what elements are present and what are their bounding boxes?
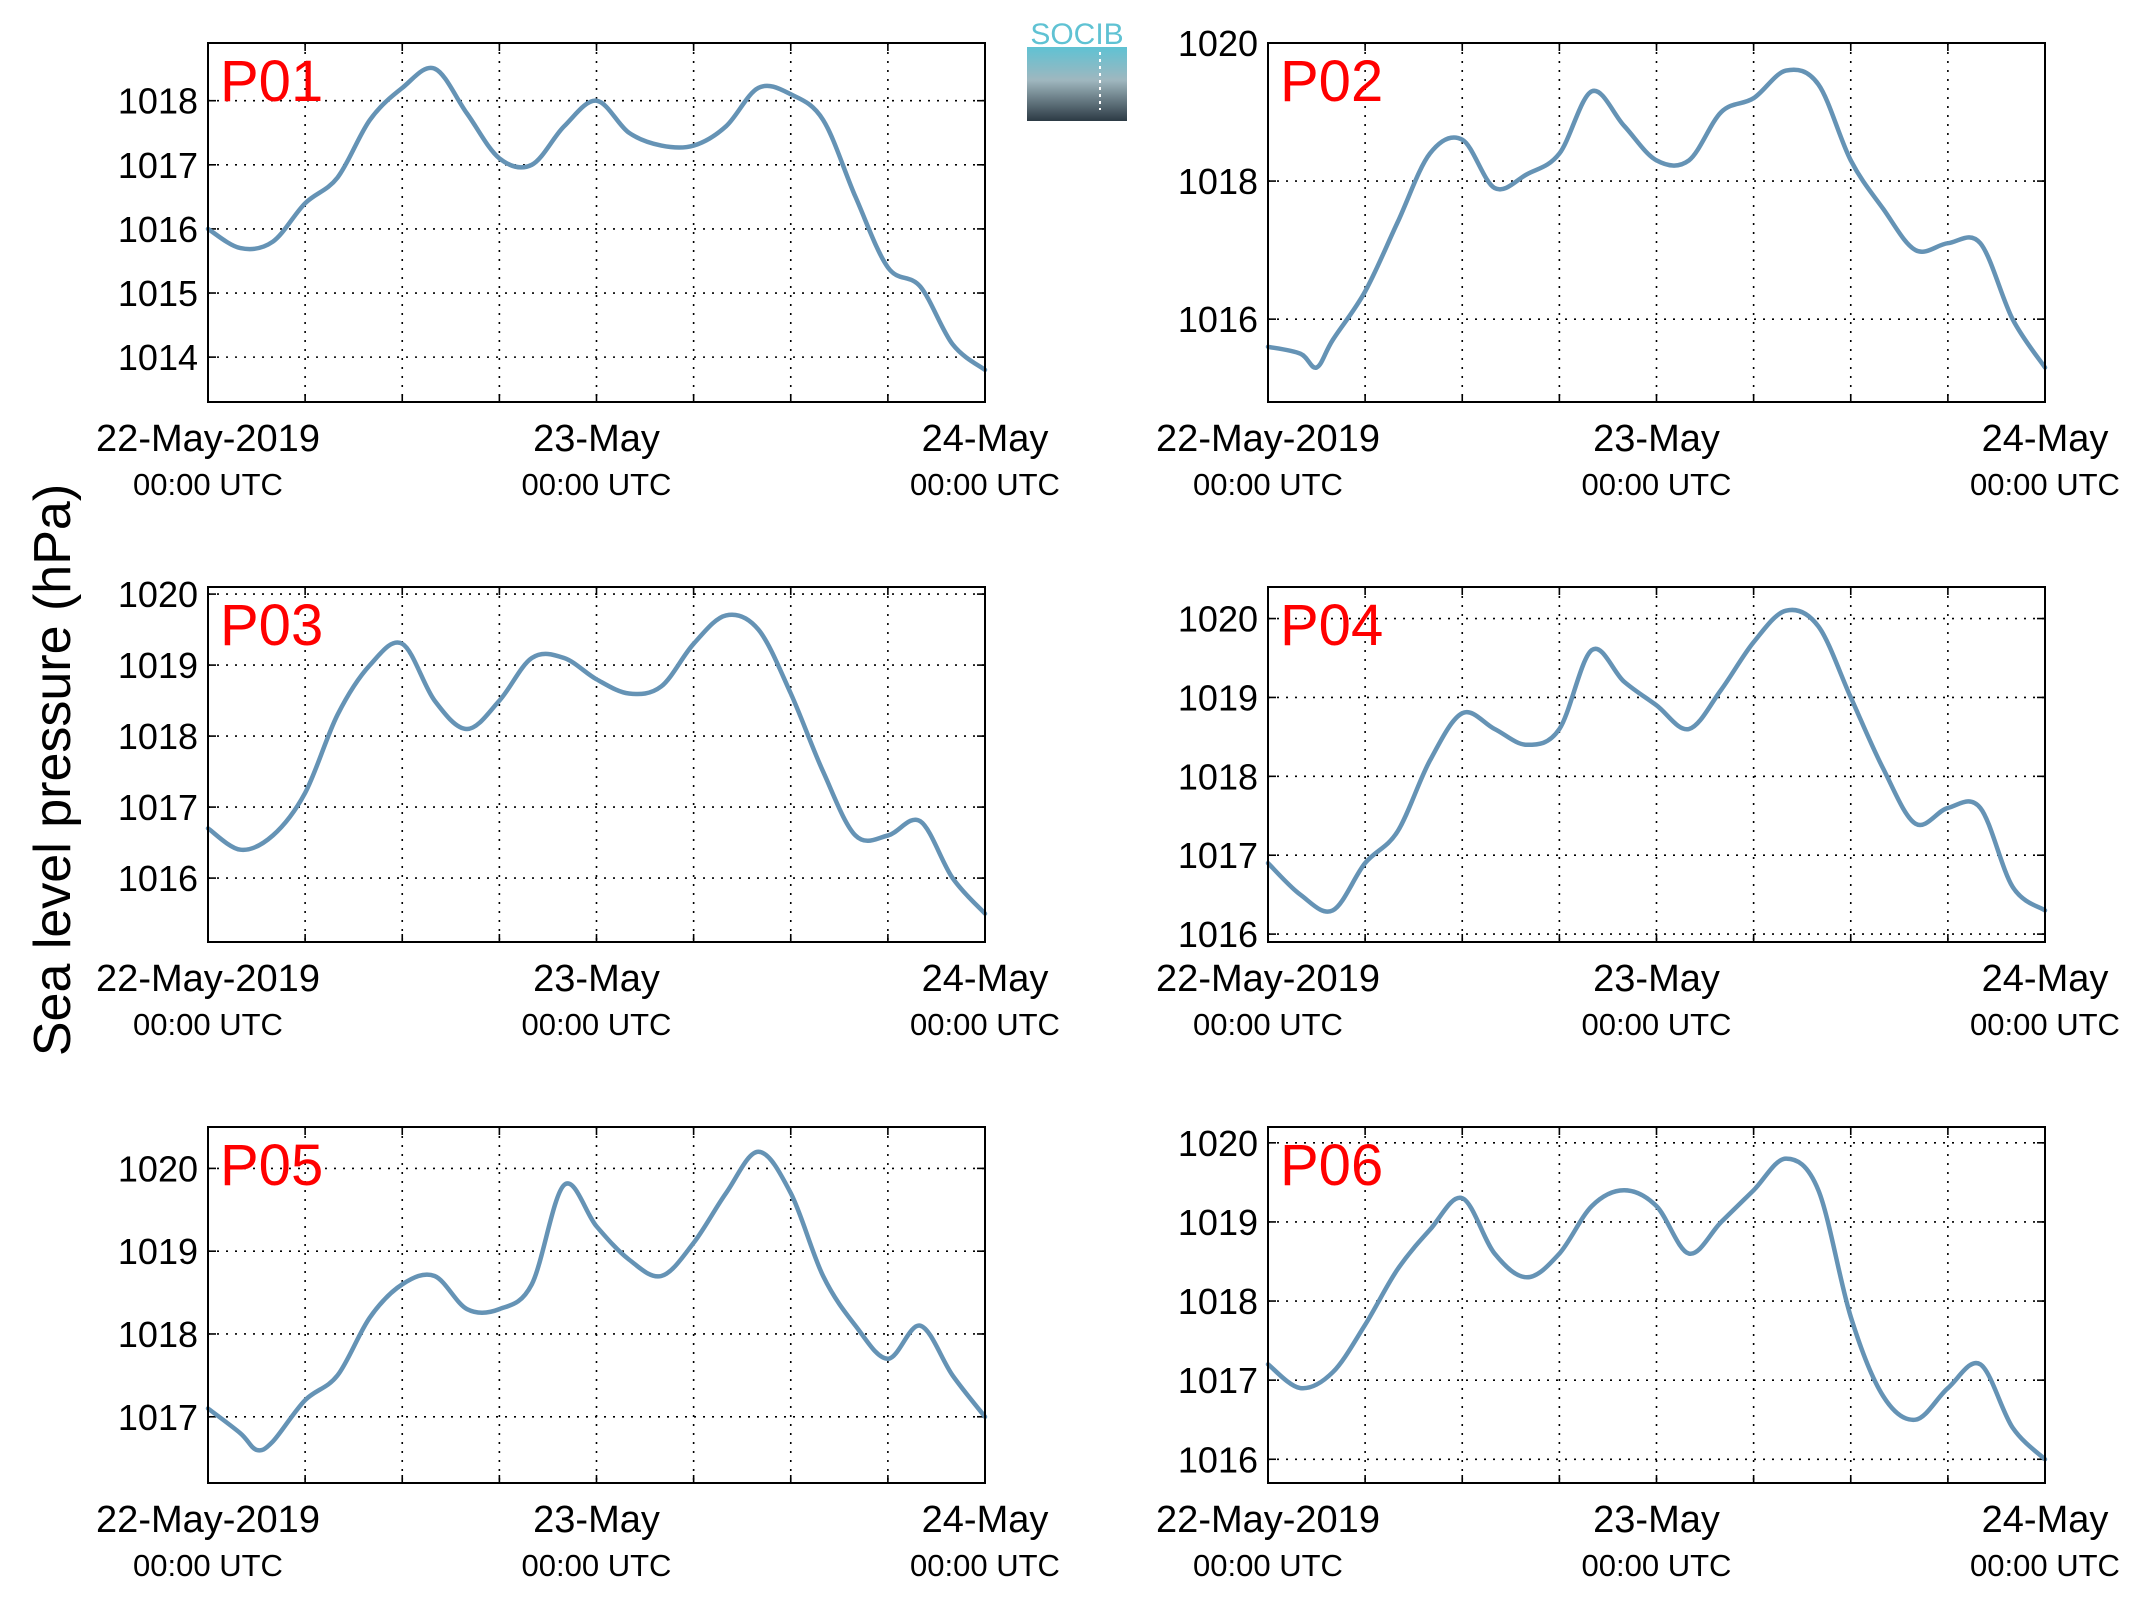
y-tick-label: 1018 xyxy=(1178,161,1258,202)
plot-frame xyxy=(207,1126,986,1484)
y-tick-label: 1016 xyxy=(1178,914,1258,955)
x-tick-label-time: 00:00 UTC xyxy=(1970,1007,2120,1042)
x-tick-label-date: 22-May-2019 xyxy=(1156,418,1380,460)
panel-label: P02 xyxy=(1280,49,1383,114)
logo-text: SOCIB xyxy=(1030,18,1123,51)
x-tick-label-time: 00:00 UTC xyxy=(133,1548,283,1583)
y-tick-label: 1016 xyxy=(118,209,198,250)
panel-p01: 1014 1015 1016 1017 1018 22-May-2019 00:00 UTC… xyxy=(96,42,1060,502)
x-tick-label-date: 22-May-2019 xyxy=(96,1499,320,1541)
panel-p03: 1016 1017 1018 1019 1020 22-May-2019 00:00 UTC… xyxy=(96,574,1060,1042)
x-tick-label-time: 00:00 UTC xyxy=(522,1007,672,1042)
panel-p04: 1016 1017 1018 1019 1020 22-May-2019 00:00 UTC… xyxy=(1156,586,2120,1042)
y-tick-label: 1019 xyxy=(118,645,198,686)
y-tick-label: 1015 xyxy=(118,273,198,314)
x-tick-label-date: 22-May-2019 xyxy=(96,958,320,1000)
panel-label: P06 xyxy=(1280,1133,1383,1198)
x-tick-label-time: 00:00 UTC xyxy=(1970,467,2120,502)
plot-area xyxy=(1268,1127,2045,1483)
x-tick-label-date: 22-May-2019 xyxy=(1156,958,1380,1000)
x-tick-label-time: 00:00 UTC xyxy=(133,1007,283,1042)
logo-block xyxy=(1027,47,1127,121)
y-tick-label: 1018 xyxy=(118,716,198,757)
y-tick-label: 1020 xyxy=(1178,599,1258,640)
y-tick-label: 1017 xyxy=(1178,835,1258,876)
panel-label: P01 xyxy=(220,49,323,114)
y-tick-label: 1018 xyxy=(118,81,198,122)
pressure-series-line xyxy=(1265,607,2048,914)
y-tick-label: 1016 xyxy=(1178,1439,1258,1480)
x-tick-label-time: 00:00 UTC xyxy=(910,1548,1060,1583)
y-tick-label: 1017 xyxy=(118,1397,198,1438)
x-tick-label-time: 00:00 UTC xyxy=(1970,1548,2120,1583)
socib-logo: SOCIB xyxy=(1027,18,1127,121)
y-tick-label: 1014 xyxy=(118,337,198,378)
plot-area xyxy=(1268,587,2045,942)
y-tick-label: 1016 xyxy=(118,858,198,899)
y-tick-label: 1017 xyxy=(1178,1360,1258,1401)
x-tick-label-time: 00:00 UTC xyxy=(910,1007,1060,1042)
y-tick-label: 1019 xyxy=(118,1231,198,1272)
y-axis-label: Sea level pressure (hPa) xyxy=(24,484,82,1056)
x-tick-label-time: 00:00 UTC xyxy=(1582,467,1732,502)
y-tick-label: 1020 xyxy=(1178,23,1258,64)
x-tick-label-date: 22-May-2019 xyxy=(1156,1499,1380,1541)
y-tick-label: 1020 xyxy=(118,1148,198,1189)
panel-label: P05 xyxy=(220,1133,323,1198)
panel-label: P04 xyxy=(1280,593,1383,658)
x-tick-label-date: 24-May xyxy=(1982,1499,2109,1541)
plot-frame xyxy=(207,42,986,403)
x-tick-label-time: 00:00 UTC xyxy=(522,1548,672,1583)
plot-area xyxy=(1268,43,2045,402)
x-tick-label-date: 24-May xyxy=(1982,418,2109,460)
pressure-series-line xyxy=(205,65,988,373)
plot-frame xyxy=(1267,586,2046,943)
x-tick-label-time: 00:00 UTC xyxy=(133,467,283,502)
x-tick-label-time: 00:00 UTC xyxy=(1193,467,1343,502)
x-tick-label-date: 24-May xyxy=(922,958,1049,1000)
x-tick-label-date: 23-May xyxy=(1593,1499,1720,1541)
plot-frame xyxy=(1267,1126,2046,1484)
x-tick-label-time: 00:00 UTC xyxy=(522,467,672,502)
y-tick-label: 1020 xyxy=(1178,1123,1258,1164)
x-tick-label-date: 23-May xyxy=(1593,958,1720,1000)
plot-area xyxy=(208,587,985,942)
x-tick-label-date: 23-May xyxy=(533,958,660,1000)
x-tick-label-time: 00:00 UTC xyxy=(910,467,1060,502)
plot-area xyxy=(208,1127,985,1483)
pressure-series-line xyxy=(205,612,988,916)
y-tick-label: 1020 xyxy=(118,574,198,615)
x-tick-label-date: 24-May xyxy=(922,1499,1049,1541)
x-tick-label-date: 23-May xyxy=(533,1499,660,1541)
panel-p06: 1016 1017 1018 1019 1020 22-May-2019 00:00 UTC… xyxy=(1156,1123,2120,1583)
x-tick-label-date: 24-May xyxy=(1982,958,2109,1000)
panel-p05: 1017 1018 1019 1020 22-May-2019 00:00 UTC 23-M… xyxy=(96,1126,1060,1583)
plot-frame xyxy=(1267,42,2046,403)
y-tick-label: 1018 xyxy=(1178,756,1258,797)
x-tick-label-time: 00:00 UTC xyxy=(1582,1007,1732,1042)
y-tick-label: 1017 xyxy=(118,787,198,828)
x-tick-label-date: 22-May-2019 xyxy=(96,418,320,460)
y-tick-label: 1019 xyxy=(1178,677,1258,718)
x-tick-label-time: 00:00 UTC xyxy=(1193,1548,1343,1583)
pressure-series-line xyxy=(1265,67,2048,370)
panel-p02: 1016 1018 1020 22-May-2019 00:00 UTC 23-May 00… xyxy=(1156,23,2120,502)
y-tick-label: 1019 xyxy=(1178,1202,1258,1243)
y-tick-label: 1017 xyxy=(118,145,198,186)
x-tick-label-time: 00:00 UTC xyxy=(1193,1007,1343,1042)
y-tick-label: 1018 xyxy=(1178,1281,1258,1322)
y-tick-label: 1016 xyxy=(1178,299,1258,340)
x-tick-label-date: 24-May xyxy=(922,418,1049,460)
plot-frame xyxy=(207,586,986,943)
x-tick-label-date: 23-May xyxy=(1593,418,1720,460)
panel-grid: 1014 1015 1016 1017 1018 22-May-2019 00:00 UTC… xyxy=(96,23,2120,1583)
x-tick-label-time: 00:00 UTC xyxy=(1582,1548,1732,1583)
x-tick-label-date: 23-May xyxy=(533,418,660,460)
pressure-series-line xyxy=(1265,1156,2048,1462)
y-tick-label: 1018 xyxy=(118,1314,198,1355)
panel-label: P03 xyxy=(220,593,323,658)
pressure-series-line xyxy=(205,1149,988,1453)
